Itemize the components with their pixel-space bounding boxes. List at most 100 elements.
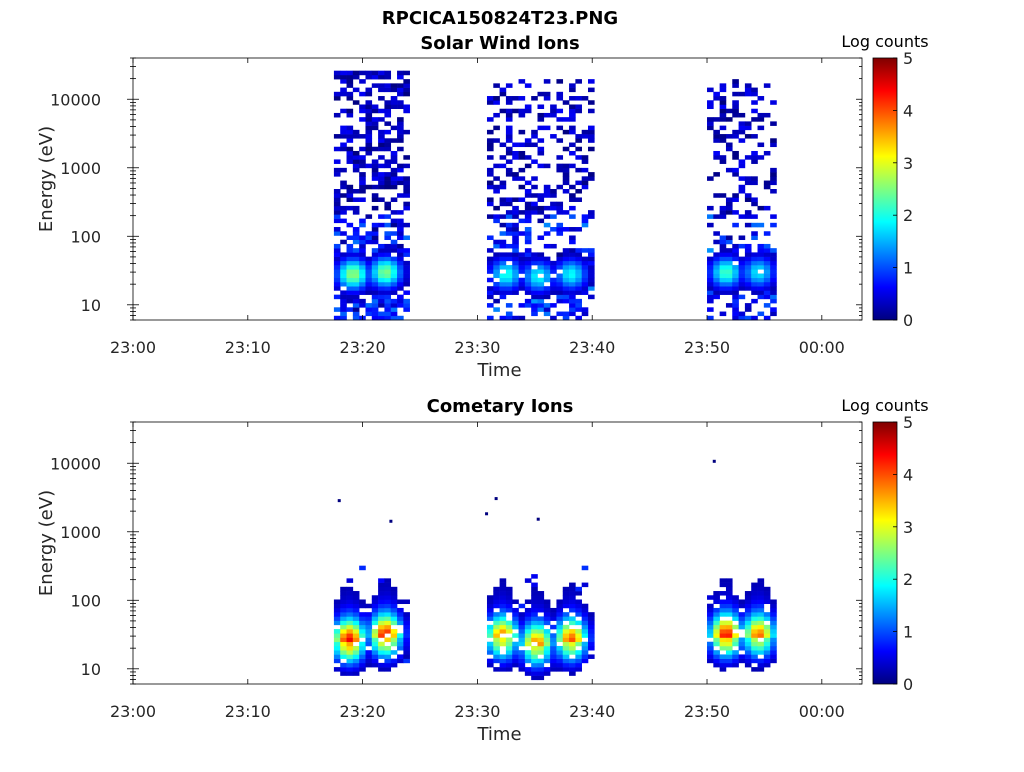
heatmap-cell xyxy=(757,248,765,253)
heatmap-cell xyxy=(505,159,513,164)
heatmap-cell xyxy=(738,603,746,609)
heatmap-cell xyxy=(340,637,347,643)
heatmap-cell xyxy=(744,210,752,215)
heatmap-cell xyxy=(359,172,366,177)
heatmap-cell xyxy=(486,248,494,253)
heatmap-cell xyxy=(371,146,379,152)
heatmap-cell xyxy=(562,227,570,232)
heatmap-cell xyxy=(732,273,739,279)
heatmap-cell xyxy=(707,607,714,613)
heatmap-cell xyxy=(537,591,545,596)
heatmap-cell xyxy=(732,603,739,609)
heatmap-cell xyxy=(512,260,519,266)
heatmap-cell xyxy=(346,146,354,152)
heatmap-cell xyxy=(575,667,582,672)
heatmap-cell xyxy=(725,607,733,613)
heatmap-cell xyxy=(524,599,532,605)
heatmap-cell xyxy=(713,239,720,245)
heatmap-cell xyxy=(493,205,500,211)
heatmap-cell xyxy=(340,290,347,295)
heatmap-cell xyxy=(531,201,538,207)
heatmap-cell xyxy=(390,180,398,186)
x-tick-label: 23:40 xyxy=(569,338,615,357)
heatmap-cell xyxy=(397,658,404,664)
heatmap-cell xyxy=(346,205,354,211)
heatmap-cell xyxy=(751,277,758,283)
heatmap-cell xyxy=(725,654,733,659)
heatmap-cell xyxy=(757,265,765,270)
heatmap-cell xyxy=(770,298,777,304)
heatmap-cell xyxy=(770,624,777,630)
heatmap-cell xyxy=(403,252,410,257)
heatmap-cell xyxy=(757,286,765,291)
heatmap-cell xyxy=(359,252,366,257)
heatmap-cell xyxy=(340,239,347,245)
heatmap-cell xyxy=(365,662,373,668)
heatmap-cell xyxy=(346,294,354,300)
heatmap-cell xyxy=(518,269,526,274)
heatmap-cell xyxy=(352,633,360,638)
heatmap-cell xyxy=(569,248,576,253)
heatmap-cell xyxy=(390,210,398,215)
heatmap-cell xyxy=(531,603,538,609)
heatmap-cell xyxy=(384,607,392,613)
heatmap-cell xyxy=(550,189,557,194)
heatmap-cell xyxy=(707,650,714,655)
heatmap-cell xyxy=(493,218,500,224)
heatmap-cell xyxy=(493,612,500,617)
heatmap-cell xyxy=(371,658,379,664)
heatmap-cell xyxy=(390,167,398,173)
heatmap-cell xyxy=(390,96,398,101)
heatmap-cell xyxy=(770,633,777,638)
heatmap-cell xyxy=(365,100,373,105)
heatmap-cell xyxy=(719,286,727,291)
heatmap-cell xyxy=(562,294,570,300)
heatmap-cell xyxy=(352,265,360,270)
heatmap-cell xyxy=(486,180,494,186)
heatmap-cell xyxy=(588,294,595,300)
heatmap-cell xyxy=(725,142,733,148)
heatmap-cell xyxy=(732,172,739,177)
heatmap-cell xyxy=(499,629,507,634)
heatmap-cell xyxy=(499,591,507,596)
heatmap-cell xyxy=(556,205,564,211)
heatmap-cell xyxy=(390,243,398,249)
heatmap-cell xyxy=(588,176,595,181)
heatmap-cell xyxy=(770,256,777,262)
heatmap-cell xyxy=(486,595,494,600)
heatmap-cell xyxy=(505,281,513,287)
heatmap-cell xyxy=(384,214,392,219)
heatmap-cell xyxy=(569,150,576,156)
heatmap-cell xyxy=(575,620,582,626)
heatmap-cell xyxy=(371,277,379,283)
heatmap-cell xyxy=(365,231,373,236)
heatmap-cell xyxy=(384,286,392,291)
heatmap-cell xyxy=(751,612,758,617)
heatmap-cell xyxy=(751,231,758,236)
heatmap-cell xyxy=(562,616,570,621)
heatmap-cell xyxy=(770,273,777,279)
heatmap-cell xyxy=(359,624,366,630)
heatmap-cell xyxy=(556,650,564,655)
heatmap-cell xyxy=(346,108,354,114)
heatmap-cell xyxy=(550,303,557,308)
heatmap-cell xyxy=(499,222,507,228)
heatmap-cell xyxy=(499,616,507,621)
heatmap-cell xyxy=(512,290,519,295)
heatmap-cell xyxy=(719,83,727,88)
heatmap-cell xyxy=(333,277,341,283)
x-tick-label: 00:00 xyxy=(799,338,845,357)
heatmap-cell xyxy=(757,591,765,596)
heatmap-cell xyxy=(499,667,507,672)
heatmap-cell xyxy=(352,662,360,668)
heatmap-cell xyxy=(486,624,494,630)
heatmap-cell xyxy=(569,658,576,664)
heatmap-cell xyxy=(359,620,366,626)
heatmap-cell xyxy=(505,167,513,173)
heatmap-cell xyxy=(732,243,739,249)
heatmap-cell xyxy=(505,637,513,643)
heatmap-cell xyxy=(403,189,410,194)
heatmap-cell xyxy=(732,193,739,198)
heatmap-cell xyxy=(518,620,526,626)
heatmap-cell xyxy=(581,654,589,659)
